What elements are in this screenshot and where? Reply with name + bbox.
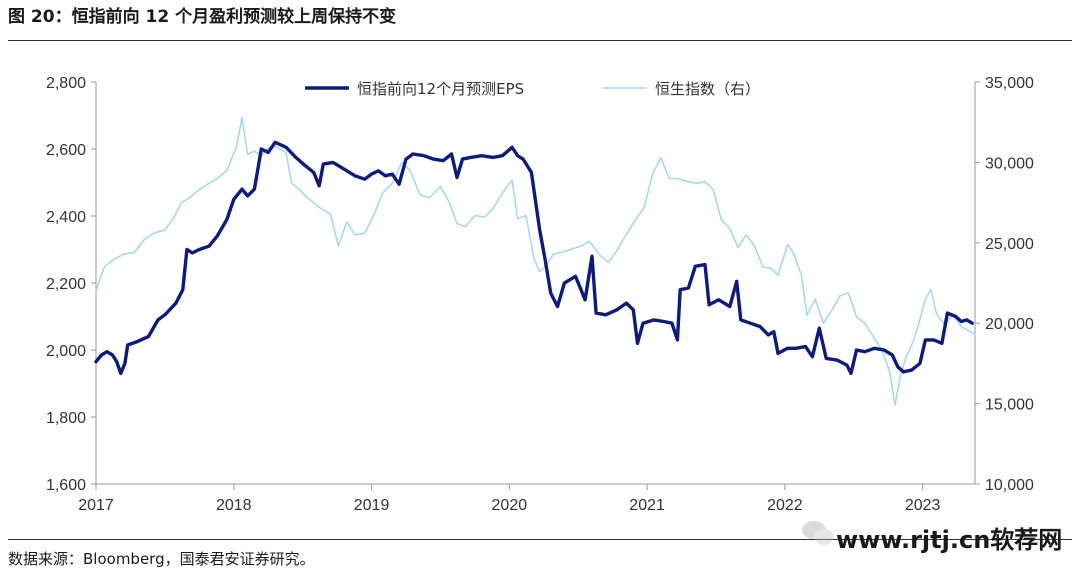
legend-item-eps-label: 恒指前向12个月预测EPS (357, 80, 524, 98)
x-tick-label: 2021 (629, 497, 665, 514)
top-rule (8, 40, 1072, 41)
x-tick-label: 2019 (354, 497, 390, 514)
source-note: 数据来源：Bloomberg，国泰君安证券研究。 (8, 550, 315, 568)
chart-axes: 1,600 1,800 2,000 2,200 2,400 2,600 2,800 10,00… (46, 75, 1034, 514)
x-tick-label: 2020 (492, 497, 528, 514)
right-y-tick-label: 15,000 (985, 397, 1034, 414)
right-y-tick-label: 10,000 (985, 477, 1034, 494)
left-y-tick-label: 2,400 (46, 209, 86, 226)
right-y-tick-label: 25,000 (985, 236, 1034, 253)
eps-forecast-line (94, 140, 974, 376)
x-tick-label: 2022 (767, 497, 803, 514)
right-y-tick-label: 35,000 (985, 75, 1034, 92)
bottom-rule (8, 539, 1072, 540)
left-y-tick-label: 1,600 (46, 477, 86, 494)
watermark-text: www.rjtj.cn软荐网 (836, 526, 1063, 554)
left-y-tick-label: 2,800 (46, 75, 86, 92)
right-y-tick-label: 20,000 (985, 316, 1034, 333)
left-y-tick-label: 2,200 (46, 276, 86, 293)
chart-legend: 恒指前向12个月预测EPS 恒生指数（右） (305, 80, 760, 98)
series-layer (94, 116, 976, 406)
left-y-tick-label: 1,800 (46, 410, 86, 427)
left-y-tick-label: 2,600 (46, 142, 86, 159)
right-y-tick-label: 30,000 (985, 155, 1034, 172)
x-tick-label: 2017 (78, 497, 114, 514)
hsi-index-line (95, 116, 976, 406)
left-y-tick-label: 2,000 (46, 343, 86, 360)
x-tick-label: 2023 (905, 497, 941, 514)
wechat-icon (802, 521, 834, 545)
chart-canvas: 1,600 1,800 2,000 2,200 2,400 2,600 2,800 10,00… (46, 75, 1034, 514)
figure-title: 图 20：恒指前向 12 个月盈利预测较上周保持不变 (8, 7, 397, 27)
legend-item-hsi-label: 恒生指数（右） (655, 80, 760, 98)
x-tick-label: 2018 (216, 497, 252, 514)
